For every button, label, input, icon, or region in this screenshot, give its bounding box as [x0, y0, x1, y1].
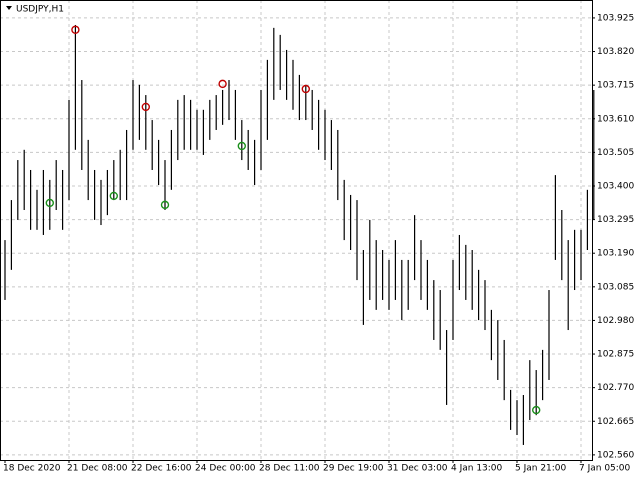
x-tick-label: 28 Dec 11:00: [259, 464, 320, 474]
y-tick-label: 103.610: [597, 114, 634, 124]
plot-frame: [0, 0, 593, 461]
sell-signal: [301, 84, 310, 94]
y-tick-label: 103.085: [597, 282, 634, 292]
x-tick-label: 22 Dec 16:00: [131, 464, 192, 474]
y-tick-label: 103.190: [597, 249, 634, 259]
y-tick-label: 103.505: [597, 148, 634, 158]
y-tick-label: 102.665: [597, 417, 634, 427]
x-tick-label: 4 Jan 13:00: [451, 464, 503, 474]
sell-signal: [141, 102, 151, 112]
sell-signal: [218, 79, 227, 89]
y-tick-label: 103.715: [597, 81, 634, 91]
x-tick-label: 18 Dec 2020: [3, 464, 61, 474]
buy-signal: [237, 141, 247, 151]
y-tick-label: 103.295: [597, 215, 634, 225]
buy-signal: [532, 405, 541, 415]
x-tick-label: 31 Dec 03:00: [387, 464, 448, 474]
bars: [4, 24, 595, 445]
chart-title: USDJPY,H1: [16, 5, 64, 15]
buy-signal: [109, 191, 119, 201]
x-tick-label: 7 Jan 05:00: [579, 464, 631, 474]
sell-signal: [71, 25, 80, 34]
y-tick-label: 102.560: [597, 450, 634, 460]
x-tick-label: 29 Dec 19:00: [323, 464, 384, 474]
y-tick-label: 103.925: [597, 13, 634, 23]
buy-signal: [45, 198, 54, 208]
x-tick-label: 24 Dec 00:00: [195, 464, 256, 474]
x-tick-label: 5 Jan 21:00: [515, 464, 567, 474]
x-tick-label: 21 Dec 08:00: [67, 464, 128, 474]
y-tick-label: 102.875: [597, 350, 634, 360]
menu-triangle[interactable]: [6, 6, 12, 10]
grid: [0, 0, 592, 460]
y-tick-label: 102.980: [597, 316, 634, 326]
buy-signal: [160, 200, 170, 210]
y-tick-label: 103.820: [597, 47, 634, 57]
y-tick-label: 102.770: [597, 383, 634, 393]
y-tick-label: 103.400: [597, 181, 634, 191]
